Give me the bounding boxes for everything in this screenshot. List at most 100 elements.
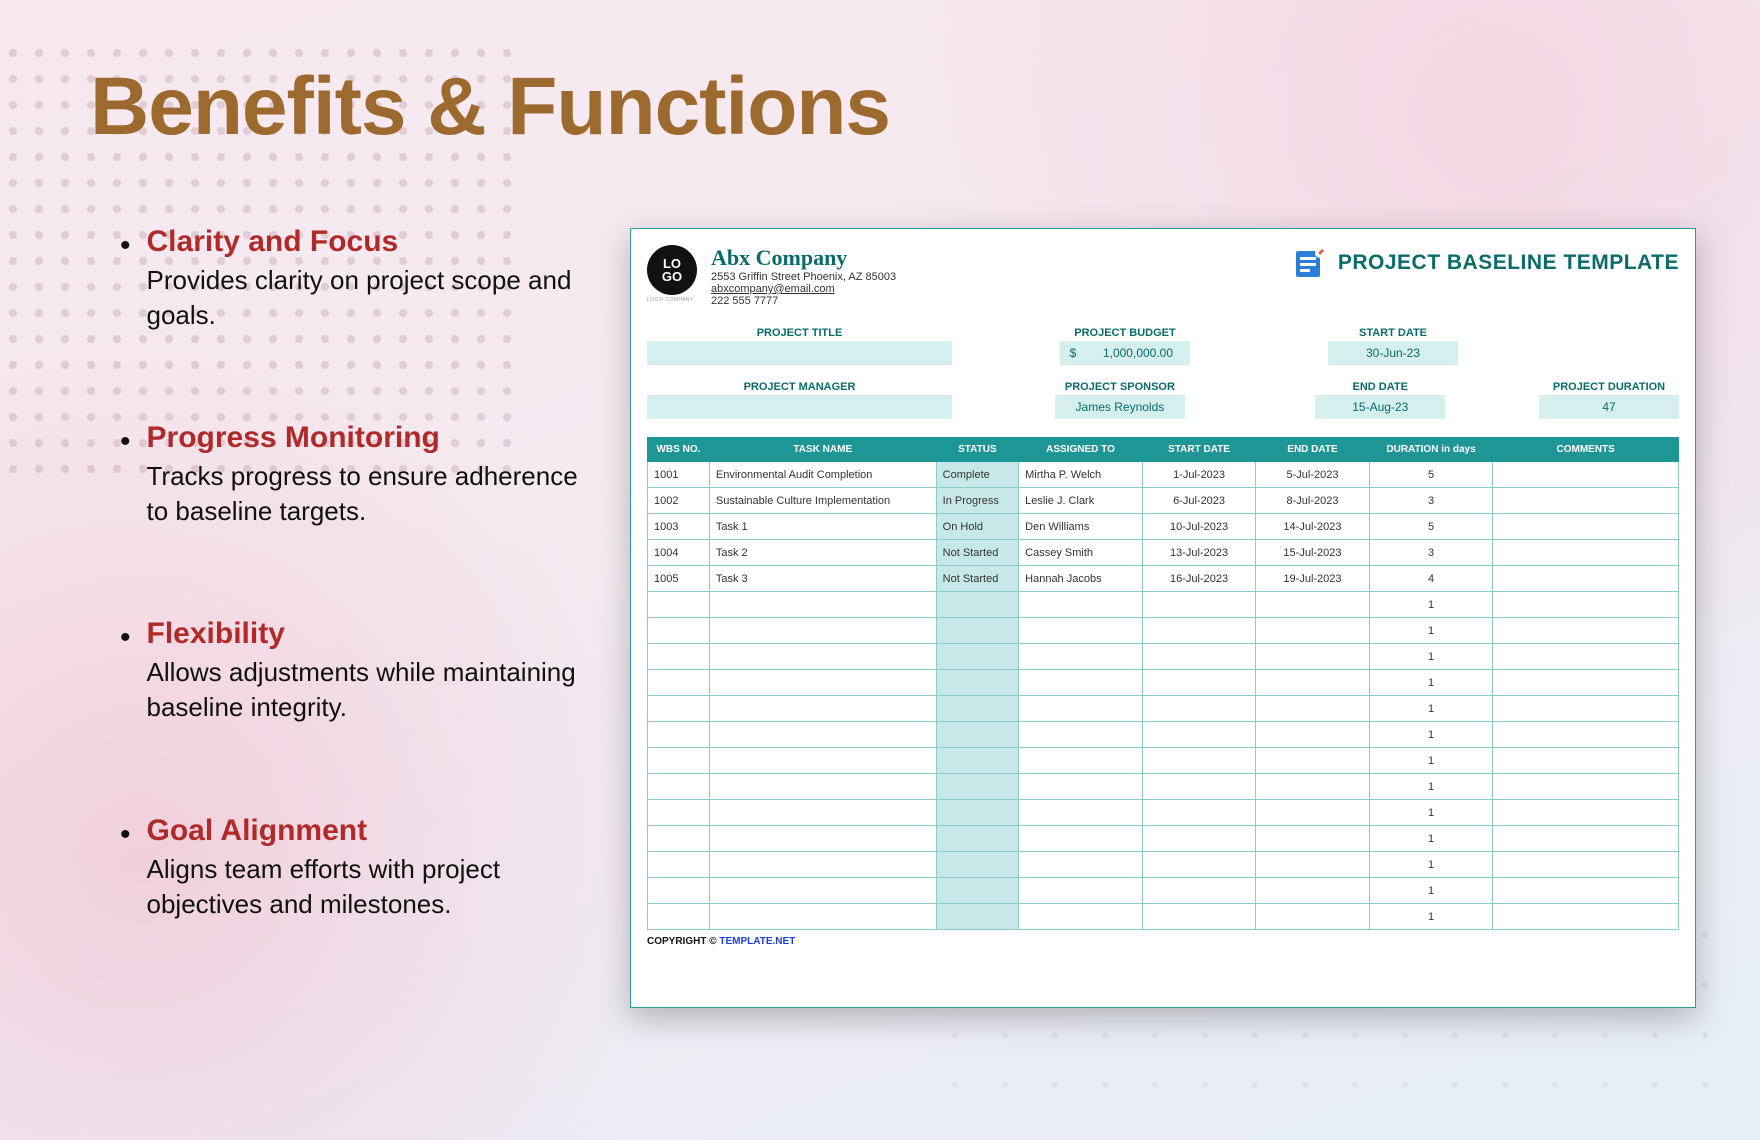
table-row[interactable]: 1005Task 3Not StartedHannah Jacobs16-Jul… [648,566,1679,592]
table-cell[interactable] [936,670,1018,696]
table-row[interactable]: 1003Task 1On HoldDen Williams10-Jul-2023… [648,514,1679,540]
table-cell[interactable] [936,722,1018,748]
table-cell[interactable] [1256,826,1369,852]
table-cell[interactable] [1493,566,1679,592]
table-cell[interactable]: Environmental Audit Completion [709,462,936,488]
table-cell[interactable]: 1 [1369,644,1493,670]
table-cell[interactable] [648,774,710,800]
table-cell[interactable] [1493,618,1679,644]
table-cell[interactable]: 5-Jul-2023 [1256,462,1369,488]
table-cell[interactable] [1256,774,1369,800]
table-cell[interactable] [1019,826,1143,852]
table-cell[interactable] [936,592,1018,618]
table-cell[interactable]: Cassey Smith [1019,540,1143,566]
table-cell[interactable] [1256,670,1369,696]
table-cell[interactable] [936,748,1018,774]
table-cell[interactable] [936,826,1018,852]
table-cell[interactable] [648,800,710,826]
table-cell[interactable] [709,774,936,800]
table-cell[interactable]: 1 [1369,852,1493,878]
table-cell[interactable] [1493,696,1679,722]
table-cell[interactable] [1493,722,1679,748]
table-cell[interactable]: 1 [1369,826,1493,852]
table-row[interactable]: 1 [648,644,1679,670]
table-cell[interactable]: 1 [1369,878,1493,904]
table-cell[interactable]: 1 [1369,722,1493,748]
table-cell[interactable] [1256,904,1369,930]
table-cell[interactable]: Task 1 [709,514,936,540]
field-project-sponsor[interactable]: James Reynolds [1055,395,1185,419]
table-row[interactable]: 1 [648,826,1679,852]
table-cell[interactable] [709,592,936,618]
field-end-date[interactable]: 15-Aug-23 [1315,395,1445,419]
table-cell[interactable] [1493,670,1679,696]
table-cell[interactable] [1493,488,1679,514]
table-cell[interactable] [1493,878,1679,904]
table-cell[interactable] [1256,800,1369,826]
table-cell[interactable] [1142,696,1255,722]
table-cell[interactable]: 1 [1369,748,1493,774]
field-start-date[interactable]: 30-Jun-23 [1328,341,1458,365]
table-cell[interactable]: Not Started [936,566,1018,592]
table-row[interactable]: 1 [648,592,1679,618]
table-row[interactable]: 1 [648,800,1679,826]
table-cell[interactable] [936,852,1018,878]
table-cell[interactable] [936,618,1018,644]
table-cell[interactable]: 1-Jul-2023 [1142,462,1255,488]
table-cell[interactable] [1256,748,1369,774]
table-row[interactable]: 1 [648,904,1679,930]
table-cell[interactable] [648,904,710,930]
table-cell[interactable] [648,618,710,644]
table-cell[interactable] [1493,514,1679,540]
table-cell[interactable]: 6-Jul-2023 [1142,488,1255,514]
table-row[interactable]: 1 [648,878,1679,904]
table-cell[interactable]: 1 [1369,774,1493,800]
table-cell[interactable] [648,878,710,904]
table-cell[interactable] [936,904,1018,930]
table-cell[interactable] [1493,826,1679,852]
table-cell[interactable]: In Progress [936,488,1018,514]
table-row[interactable]: 1004Task 2Not StartedCassey Smith13-Jul-… [648,540,1679,566]
table-row[interactable]: 1 [648,618,1679,644]
table-cell[interactable]: 1 [1369,670,1493,696]
table-cell[interactable] [1019,644,1143,670]
table-cell[interactable] [1142,722,1255,748]
table-cell[interactable]: Sustainable Culture Implementation [709,488,936,514]
table-cell[interactable]: 1 [1369,800,1493,826]
table-cell[interactable] [1256,696,1369,722]
table-cell[interactable] [1142,800,1255,826]
table-cell[interactable] [936,696,1018,722]
table-cell[interactable] [1019,774,1143,800]
table-row[interactable]: 1 [648,670,1679,696]
table-cell[interactable] [709,696,936,722]
table-cell[interactable] [709,878,936,904]
table-cell[interactable] [1142,592,1255,618]
table-cell[interactable]: 4 [1369,566,1493,592]
table-cell[interactable] [1019,618,1143,644]
table-cell[interactable] [1019,670,1143,696]
table-cell[interactable]: Not Started [936,540,1018,566]
table-cell[interactable] [648,696,710,722]
table-cell[interactable]: Task 3 [709,566,936,592]
table-cell[interactable]: 10-Jul-2023 [1142,514,1255,540]
table-cell[interactable]: 5 [1369,462,1493,488]
table-cell[interactable]: Complete [936,462,1018,488]
table-cell[interactable] [709,800,936,826]
table-cell[interactable]: Den Williams [1019,514,1143,540]
table-cell[interactable] [1142,826,1255,852]
table-cell[interactable]: 1005 [648,566,710,592]
table-row[interactable]: 1 [648,696,1679,722]
table-cell[interactable]: 1001 [648,462,710,488]
table-row[interactable]: 1 [648,852,1679,878]
table-cell[interactable] [648,670,710,696]
field-project-duration[interactable]: 47 [1539,395,1679,419]
table-cell[interactable] [936,774,1018,800]
table-cell[interactable] [1256,644,1369,670]
table-cell[interactable]: 5 [1369,514,1493,540]
table-cell[interactable] [709,826,936,852]
table-row[interactable]: 1001Environmental Audit CompletionComple… [648,462,1679,488]
table-cell[interactable]: 14-Jul-2023 [1256,514,1369,540]
table-cell[interactable]: 1 [1369,592,1493,618]
table-cell[interactable] [1256,722,1369,748]
table-cell[interactable]: Leslie J. Clark [1019,488,1143,514]
